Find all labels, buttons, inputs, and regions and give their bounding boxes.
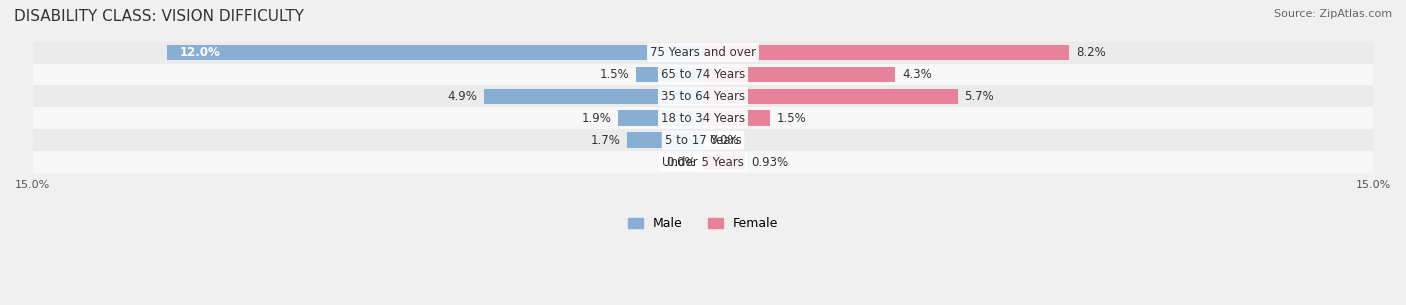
Bar xyxy=(167,45,703,60)
Text: 1.7%: 1.7% xyxy=(591,134,620,147)
Text: 0.93%: 0.93% xyxy=(751,156,789,169)
Bar xyxy=(703,45,1070,60)
Text: 12.0%: 12.0% xyxy=(180,46,221,59)
Legend: Male, Female: Male, Female xyxy=(628,217,778,230)
Text: 4.3%: 4.3% xyxy=(901,68,932,81)
Text: 4.9%: 4.9% xyxy=(447,90,477,103)
Bar xyxy=(619,110,703,126)
Bar xyxy=(703,66,896,82)
Text: 75 Years and over: 75 Years and over xyxy=(650,46,756,59)
Text: DISABILITY CLASS: VISION DIFFICULTY: DISABILITY CLASS: VISION DIFFICULTY xyxy=(14,9,304,24)
Text: 8.2%: 8.2% xyxy=(1076,46,1107,59)
Text: 1.5%: 1.5% xyxy=(599,68,630,81)
Bar xyxy=(703,154,745,170)
Bar xyxy=(32,85,1374,107)
Bar xyxy=(703,88,957,104)
Text: 0.0%: 0.0% xyxy=(710,134,740,147)
Bar xyxy=(703,110,770,126)
Text: 5 to 17 Years: 5 to 17 Years xyxy=(665,134,741,147)
Bar xyxy=(32,107,1374,129)
Text: 18 to 34 Years: 18 to 34 Years xyxy=(661,112,745,125)
Text: 0.0%: 0.0% xyxy=(666,156,696,169)
Text: 65 to 74 Years: 65 to 74 Years xyxy=(661,68,745,81)
Text: Under 5 Years: Under 5 Years xyxy=(662,156,744,169)
Text: Source: ZipAtlas.com: Source: ZipAtlas.com xyxy=(1274,9,1392,19)
Bar xyxy=(627,132,703,148)
Bar xyxy=(32,151,1374,173)
Bar xyxy=(32,41,1374,63)
Bar xyxy=(636,66,703,82)
Bar xyxy=(484,88,703,104)
Text: 1.9%: 1.9% xyxy=(582,112,612,125)
Bar xyxy=(32,129,1374,151)
Text: 1.5%: 1.5% xyxy=(776,112,807,125)
Bar xyxy=(32,63,1374,85)
Text: 35 to 64 Years: 35 to 64 Years xyxy=(661,90,745,103)
Text: 5.7%: 5.7% xyxy=(965,90,994,103)
